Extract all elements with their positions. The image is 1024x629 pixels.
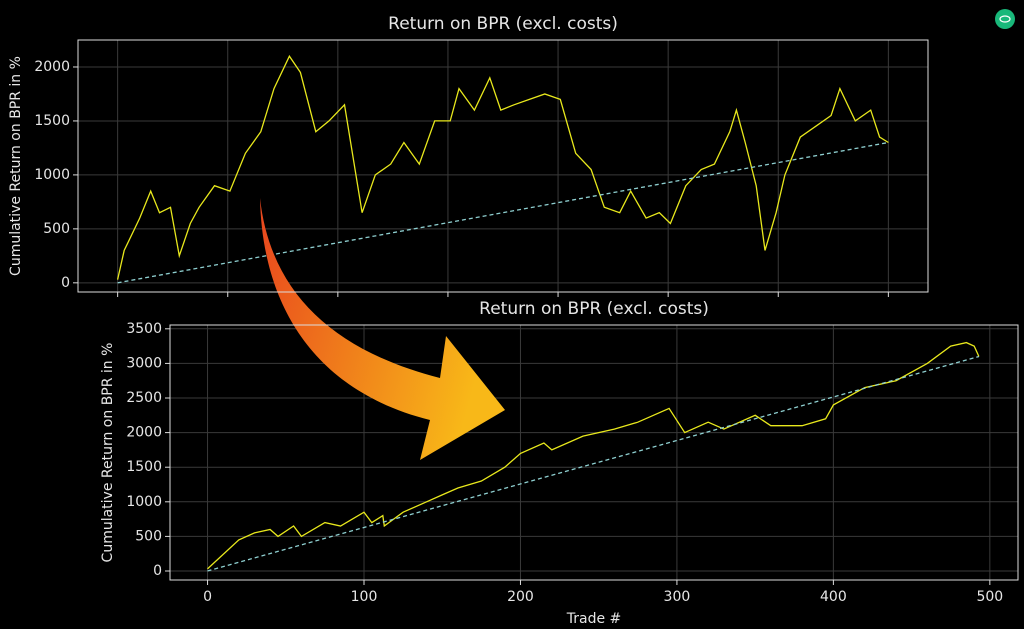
y-tick-label: 500: [43, 221, 70, 237]
x-tick-label: 400: [820, 589, 847, 605]
plot-area: [78, 40, 928, 292]
y-tick-label: 2000: [126, 425, 162, 441]
chart-title: Return on BPR (excl. costs): [479, 299, 709, 319]
x-axis-label: Trade #: [566, 611, 622, 627]
y-tick-label: 1500: [34, 113, 70, 129]
x-tick-label: 100: [351, 589, 378, 605]
trend-line: [207, 355, 980, 572]
plot-frame: [169, 324, 1019, 581]
y-tick-label: 500: [135, 528, 162, 544]
y-tick-label: 2000: [34, 59, 70, 75]
y-tick-label: 0: [153, 563, 162, 579]
chart-title: Return on BPR (excl. costs): [388, 14, 618, 34]
y-axis-label: Cumulative Return on BPR in %: [8, 56, 24, 276]
y-tick-label: 1500: [126, 459, 162, 475]
y-tick-label: 0: [61, 275, 70, 291]
y-tick-label: 3000: [126, 355, 162, 371]
series-line: [116, 54, 889, 280]
plot-frame: [77, 39, 929, 293]
y-axis-label: Cumulative Return on BPR in %: [100, 343, 116, 563]
x-tick-label: 0: [203, 589, 212, 605]
x-tick-label: 500: [976, 589, 1003, 605]
eye-icon-shape: [999, 15, 1011, 23]
arrow: [260, 198, 505, 460]
y-tick-label: 1000: [126, 494, 162, 510]
trend-line: [117, 141, 889, 284]
plot-area: [170, 325, 1018, 580]
y-tick-label: 3500: [126, 321, 162, 337]
y-tick-label: 1000: [34, 167, 70, 183]
y-tick-label: 2500: [126, 390, 162, 406]
x-tick-label: 200: [507, 589, 534, 605]
eye-icon[interactable]: [995, 9, 1015, 29]
series-line: [207, 341, 980, 570]
x-tick-label: 300: [664, 589, 691, 605]
